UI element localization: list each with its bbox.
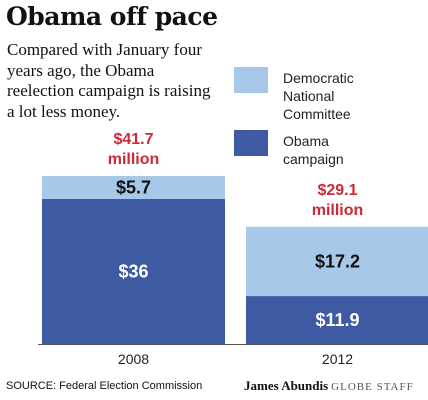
credit-author: James Abundis xyxy=(244,378,329,393)
total-label-2012: $29.1 xyxy=(317,182,357,199)
credit: James Abundis GLOBE STAFF xyxy=(244,378,414,394)
source-note: SOURCE: Federal Election Commission xyxy=(6,380,203,392)
total-label-2008-unit: million xyxy=(108,151,160,168)
bar-label-2008-dnc: $5.7 xyxy=(116,177,151,197)
chart-subtitle: Compared with January four years ago, th… xyxy=(7,40,211,121)
x-tick-label-2008: 2008 xyxy=(118,351,149,367)
bar-2008-dnc xyxy=(42,176,225,199)
x-tick-label-2012: 2012 xyxy=(322,351,353,367)
legend-label-obama: Obama campaign xyxy=(283,133,344,167)
bar-label-2012-dnc: $17.2 xyxy=(315,251,360,271)
credit-staff: GLOBE STAFF xyxy=(331,381,414,393)
chart-title: Obama off pace xyxy=(6,2,218,31)
bar-2012-obama xyxy=(246,296,428,344)
total-label-2008: $41.7 xyxy=(113,131,153,148)
bar-label-2012-obama: $11.9 xyxy=(315,310,359,330)
bar-2008-obama xyxy=(42,198,225,344)
legend-label-dnc: Democratic National Committee xyxy=(283,70,354,122)
bar-2012-dnc xyxy=(246,226,428,297)
legend-swatch-obama xyxy=(234,130,268,156)
total-label-2012-unit: million xyxy=(312,202,364,219)
bar-label-2008-obama: $36 xyxy=(118,261,148,281)
legend-swatch-dnc xyxy=(234,67,268,93)
